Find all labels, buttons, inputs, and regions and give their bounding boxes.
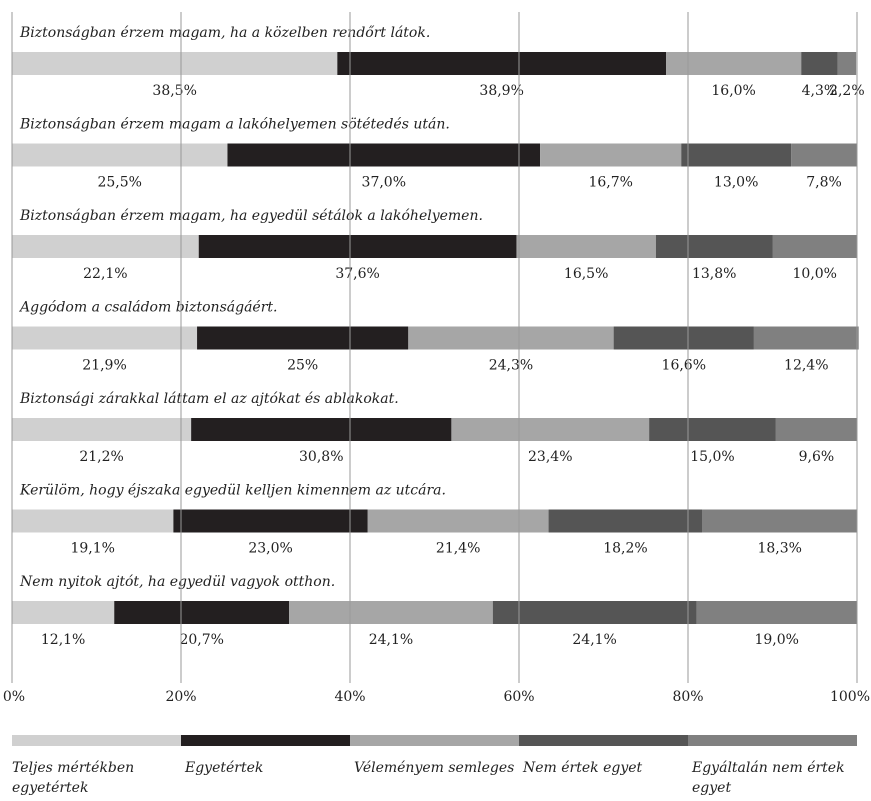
legend-swatch bbox=[519, 735, 688, 746]
bar-segment bbox=[173, 509, 368, 533]
value-label: 16,6% bbox=[662, 358, 706, 374]
value-label: 38,9% bbox=[479, 83, 523, 99]
bar-segment bbox=[12, 601, 115, 624]
legend-label: Véleményem semleges bbox=[354, 760, 515, 776]
category-label: Kerülöm, hogy éjszaka egyedül kelljen ki… bbox=[19, 483, 446, 499]
legend-swatch bbox=[181, 735, 350, 746]
value-label: 16,5% bbox=[564, 266, 608, 282]
bar-segment bbox=[337, 52, 667, 75]
bar-segment bbox=[837, 52, 857, 75]
bar-segment bbox=[516, 235, 656, 258]
x-tick-label: 100% bbox=[830, 689, 870, 705]
bar-segment bbox=[451, 418, 650, 441]
bar-segment bbox=[492, 601, 697, 624]
legend-label: Nem értek egyet bbox=[523, 760, 643, 776]
legend-label: Teljes mértékben egyetértek bbox=[12, 760, 135, 796]
value-label: 25% bbox=[287, 358, 318, 374]
category-label: Nem nyitok ajtót, ha egyedül vagyok otth… bbox=[19, 574, 335, 590]
value-label: 16,0% bbox=[711, 83, 755, 99]
legend-swatch bbox=[688, 735, 857, 746]
bar-segment bbox=[613, 326, 754, 350]
value-label: 19,1% bbox=[70, 541, 114, 557]
value-label: 16,7% bbox=[588, 175, 632, 191]
legend-label: Egyetértek bbox=[185, 760, 264, 776]
bar-segment bbox=[791, 143, 857, 167]
value-label: 37,6% bbox=[335, 266, 379, 282]
value-label: 19,0% bbox=[754, 632, 798, 648]
legend-swatch bbox=[350, 735, 519, 746]
bar-segment bbox=[191, 418, 452, 441]
bar-segment bbox=[702, 509, 857, 533]
value-label: 4,3% bbox=[802, 83, 838, 99]
bar-segment bbox=[666, 52, 802, 75]
bar-segment bbox=[681, 143, 792, 167]
value-label: 20,7% bbox=[179, 632, 223, 648]
bar-segment bbox=[772, 235, 857, 258]
bar-segment bbox=[12, 509, 174, 533]
bar-segment bbox=[655, 235, 773, 258]
value-label: 23,4% bbox=[528, 449, 572, 465]
category-label: Biztonságban érzem magam a lakóhelyemen … bbox=[19, 117, 450, 133]
bar-segment bbox=[289, 601, 493, 624]
bar-segment bbox=[12, 52, 338, 75]
category-label: Biztonságban érzem magam, ha a közelben … bbox=[19, 25, 430, 41]
bar-segment bbox=[801, 52, 838, 75]
value-label: 21,2% bbox=[79, 449, 123, 465]
x-tick-label: 40% bbox=[334, 689, 365, 705]
value-label: 9,6% bbox=[799, 449, 835, 465]
bar-segment bbox=[197, 326, 409, 350]
category-label: Aggódom a családom biztonságáért. bbox=[18, 300, 277, 316]
x-tick-label: 0% bbox=[3, 689, 25, 705]
value-label: 24,1% bbox=[369, 632, 413, 648]
bar-segment bbox=[696, 601, 857, 624]
value-label: 12,1% bbox=[41, 632, 85, 648]
value-label: 7,8% bbox=[806, 175, 842, 191]
legend-swatch bbox=[12, 735, 181, 746]
bar-segment bbox=[198, 235, 517, 258]
value-label: 15,0% bbox=[690, 449, 734, 465]
bar-segment bbox=[12, 235, 199, 258]
value-label: 2,2% bbox=[829, 83, 865, 99]
value-label: 21,4% bbox=[436, 541, 480, 557]
category-label: Biztonságban érzem magam, ha egyedül sét… bbox=[19, 208, 483, 224]
x-tick-label: 20% bbox=[165, 689, 196, 705]
category-label: Biztonsági zárakkal láttam el az ajtókat… bbox=[19, 391, 399, 407]
value-label: 13,8% bbox=[692, 266, 736, 282]
value-label: 12,4% bbox=[784, 358, 828, 374]
bar-segment bbox=[540, 143, 682, 167]
bar-segment bbox=[753, 326, 859, 350]
bar-segment bbox=[775, 418, 857, 441]
x-tick-label: 80% bbox=[672, 689, 703, 705]
value-label: 21,9% bbox=[82, 358, 126, 374]
bar-segment bbox=[12, 143, 228, 167]
bar-segment bbox=[548, 509, 703, 533]
bar-segment bbox=[12, 418, 192, 441]
x-tick-label: 60% bbox=[503, 689, 534, 705]
value-label: 10,0% bbox=[793, 266, 837, 282]
value-label: 24,3% bbox=[489, 358, 533, 374]
value-label: 25,5% bbox=[97, 175, 141, 191]
value-label: 18,2% bbox=[603, 541, 647, 557]
value-label: 24,1% bbox=[572, 632, 616, 648]
value-label: 23,0% bbox=[248, 541, 292, 557]
value-label: 37,0% bbox=[362, 175, 406, 191]
bar-segment bbox=[227, 143, 541, 167]
value-label: 13,0% bbox=[714, 175, 758, 191]
value-label: 38,5% bbox=[152, 83, 196, 99]
legend-label: Egyáltalán nem értek egyet bbox=[692, 760, 845, 796]
bar-segment bbox=[12, 326, 198, 350]
value-label: 30,8% bbox=[299, 449, 343, 465]
bar-segment bbox=[649, 418, 776, 441]
bar-segment bbox=[367, 509, 549, 533]
bar-segment bbox=[114, 601, 290, 624]
value-label: 22,1% bbox=[83, 266, 127, 282]
bar-segment bbox=[408, 326, 614, 350]
value-label: 18,3% bbox=[757, 541, 801, 557]
